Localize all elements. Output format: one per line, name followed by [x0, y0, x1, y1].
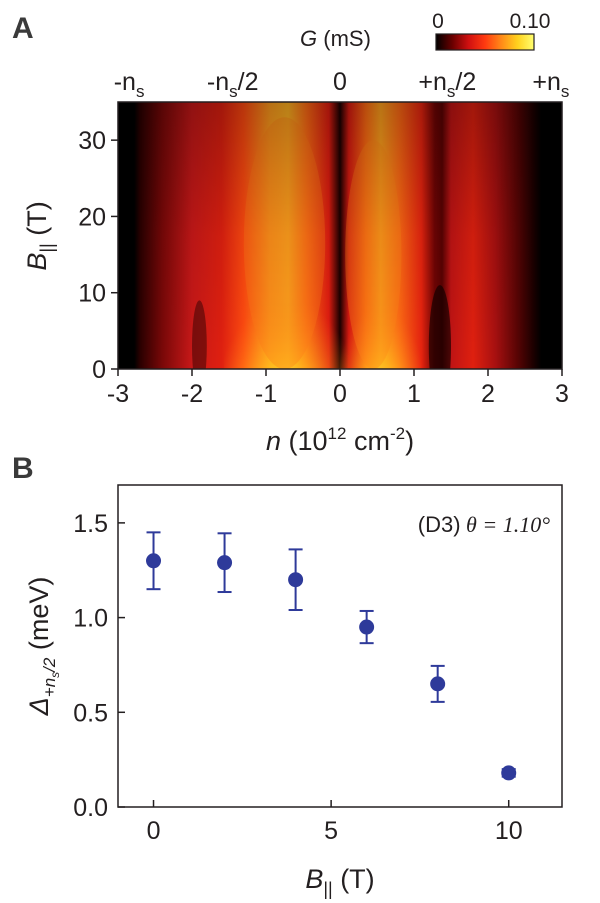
data-point: [288, 548, 304, 612]
top-label-sub: s: [136, 82, 145, 101]
colorbar-title: G (mS): [300, 26, 371, 51]
colorbar-title-unit: (mS): [317, 26, 371, 51]
panel-b-ylabel-subsuffix: /2: [40, 657, 59, 673]
top-label-2: 0: [333, 68, 347, 96]
panel-b-ylabel-unit: (meV): [24, 577, 54, 658]
top-label-suffix: /2: [455, 68, 476, 96]
panel-b-ylabel-var: Δ: [24, 697, 54, 716]
a-ytick-label: 0: [92, 356, 106, 384]
data-point: [146, 531, 162, 591]
colorbar-tick-min: 0: [432, 10, 444, 33]
panel-b-data: [146, 531, 517, 781]
b-ytick-label: 0.0: [73, 794, 108, 822]
top-axis-labels: -ns -ns/2 0 +ns/2 +ns: [114, 68, 570, 101]
panel-a-xlabel-exp: 12: [328, 424, 347, 443]
panel-a-xlabel: n (1012 cm-2): [266, 424, 414, 456]
b-ytick-label: 1.5: [73, 510, 108, 538]
colorbar-gradient: [435, 33, 535, 51]
panel-a-xlabel-close: ): [405, 426, 414, 456]
panel-a-xlabel-unit2: cm: [346, 426, 390, 456]
panel-b-ylabel: Δ+ns/2 (meV): [24, 577, 62, 717]
heatmap-shading: [118, 102, 562, 369]
a-ytick-label: 20: [78, 203, 106, 231]
panel-b-ylabel-subsub: s: [48, 672, 62, 678]
a-xtick-label: 1: [407, 380, 421, 408]
a-ytick-label: 30: [78, 127, 106, 155]
b-xtick-label: 5: [324, 817, 338, 845]
annotation-theta: θ = 1.10°: [466, 512, 550, 537]
top-label-3: +ns/2: [418, 68, 476, 101]
marker: [288, 572, 304, 588]
panel-label-b: B: [12, 452, 34, 485]
marker: [359, 619, 375, 635]
panel-b-xlabel-unit: (T): [333, 864, 375, 894]
colorbar: G (mS) 0 0.10: [300, 10, 550, 51]
panel-a-ylabel-unit: (T): [22, 201, 52, 243]
panel-a-ylabel: B|| (T): [22, 201, 57, 270]
a-xtick-label: 0: [333, 380, 347, 408]
top-label-sub: s: [229, 82, 238, 101]
panel-b-ylabel-sub: +n: [40, 678, 59, 697]
marker: [430, 676, 446, 692]
heatmap: [118, 102, 562, 369]
a-ytick-label: 10: [78, 280, 106, 308]
colorbar-title-var: G: [300, 26, 317, 51]
colorbar-tick-max: 0.10: [510, 10, 551, 33]
top-label-sub: s: [561, 82, 570, 101]
panel-b-xlabel: B|| (T): [305, 864, 374, 899]
data-point: [430, 664, 446, 703]
top-label-base: +n: [418, 68, 447, 96]
a-xtick-label: -2: [181, 380, 203, 408]
panel-a-xlabel-unit: (10: [288, 426, 327, 456]
top-label-base: -n: [114, 68, 136, 96]
panel-a-xlabel-var: n: [266, 426, 281, 456]
panel-a-ylabel-sub: ||: [37, 243, 57, 252]
marker: [146, 553, 162, 569]
data-point: [217, 532, 233, 594]
a-xtick-label: -3: [107, 380, 129, 408]
a-xtick-label: 2: [481, 380, 495, 408]
b-xtick-label: 10: [495, 817, 523, 845]
data-point: [359, 609, 375, 645]
panel-b-xlabel-sub: ||: [323, 879, 332, 899]
annotation-device: (D3): [418, 512, 461, 537]
panel-label-a: A: [12, 12, 34, 45]
a-xtick-label: 3: [555, 380, 569, 408]
b-xtick-label: 0: [147, 817, 161, 845]
a-xtick-label: -1: [255, 380, 277, 408]
top-label-0: -ns: [114, 68, 145, 101]
data-point: [501, 765, 517, 781]
panel-a-xlabel-exp2: -2: [390, 424, 405, 443]
top-label-sub: s: [447, 82, 456, 101]
top-label-4: +ns: [532, 68, 569, 101]
panel-b-xlabel-var: B: [305, 864, 323, 894]
panel-a-ylabel-var: B: [22, 253, 52, 271]
marker: [501, 765, 517, 781]
marker: [217, 555, 233, 571]
panel-b-annotation: (D3) θ = 1.10°: [418, 512, 550, 537]
panel-b-frame: [117, 484, 563, 808]
b-ytick-label: 1.0: [73, 605, 108, 633]
top-label-base: 0: [333, 68, 347, 96]
top-label-suffix: /2: [238, 68, 259, 96]
panel-b-axes: 0 5 10 0.0 0.5 1.0 1.5: [73, 510, 522, 845]
b-ytick-label: 0.5: [73, 699, 108, 727]
top-label-base: -n: [207, 68, 229, 96]
top-label-1: -ns/2: [207, 68, 259, 101]
top-label-base: +n: [532, 68, 561, 96]
